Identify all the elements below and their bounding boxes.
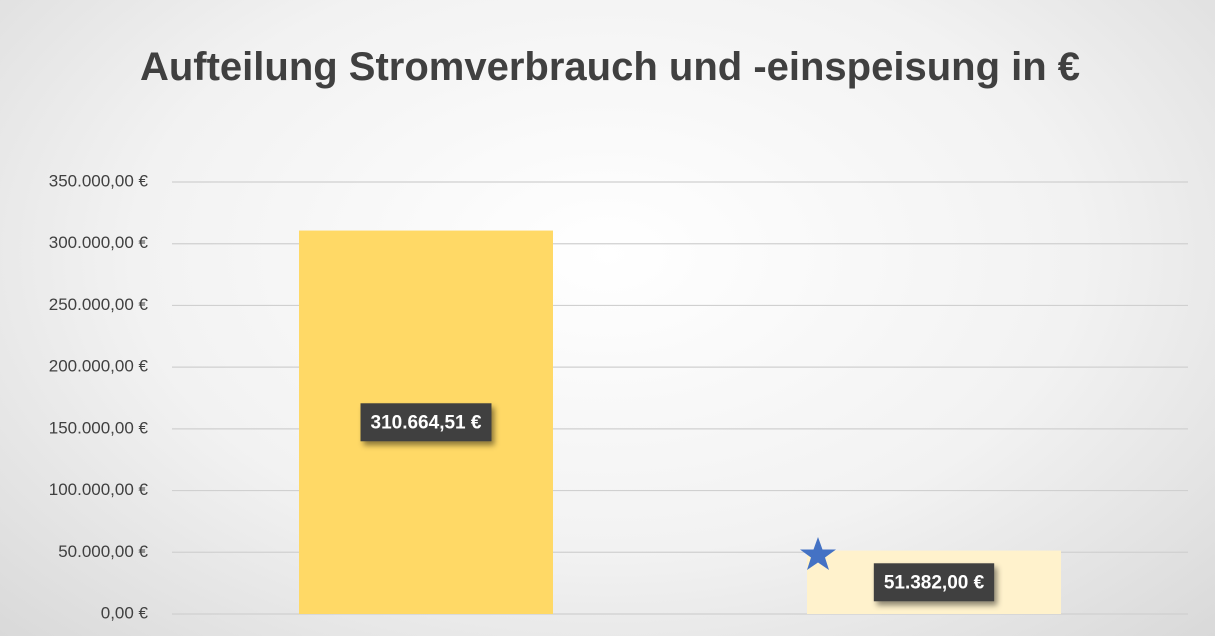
- y-tick-label: 100.000,00 €: [49, 480, 149, 499]
- y-tick-label: 200.000,00 €: [49, 357, 149, 376]
- chart-title: Aufteilung Stromverbrauch und -einspeisu…: [139, 45, 1081, 89]
- y-tick-label: 300.000,00 €: [49, 233, 149, 252]
- y-tick-label: 50.000,00 €: [58, 542, 148, 561]
- data-label-text: 310.664,51 €: [371, 412, 482, 433]
- y-tick-label: 250.000,00 €: [49, 295, 149, 314]
- y-tick-label: 350.000,00 €: [49, 171, 149, 190]
- data-label-box: [873, 563, 995, 602]
- star-icon: [800, 537, 836, 570]
- data-label: 51.382,00 €: [873, 563, 995, 602]
- y-tick-label: 150.000,00 €: [49, 418, 149, 437]
- data-label-text: 51.382,00 €: [884, 572, 985, 593]
- data-label-box: [360, 403, 492, 442]
- y-tick-label: 0,00 €: [101, 603, 149, 622]
- data-label: 310.664,51 €: [360, 403, 492, 442]
